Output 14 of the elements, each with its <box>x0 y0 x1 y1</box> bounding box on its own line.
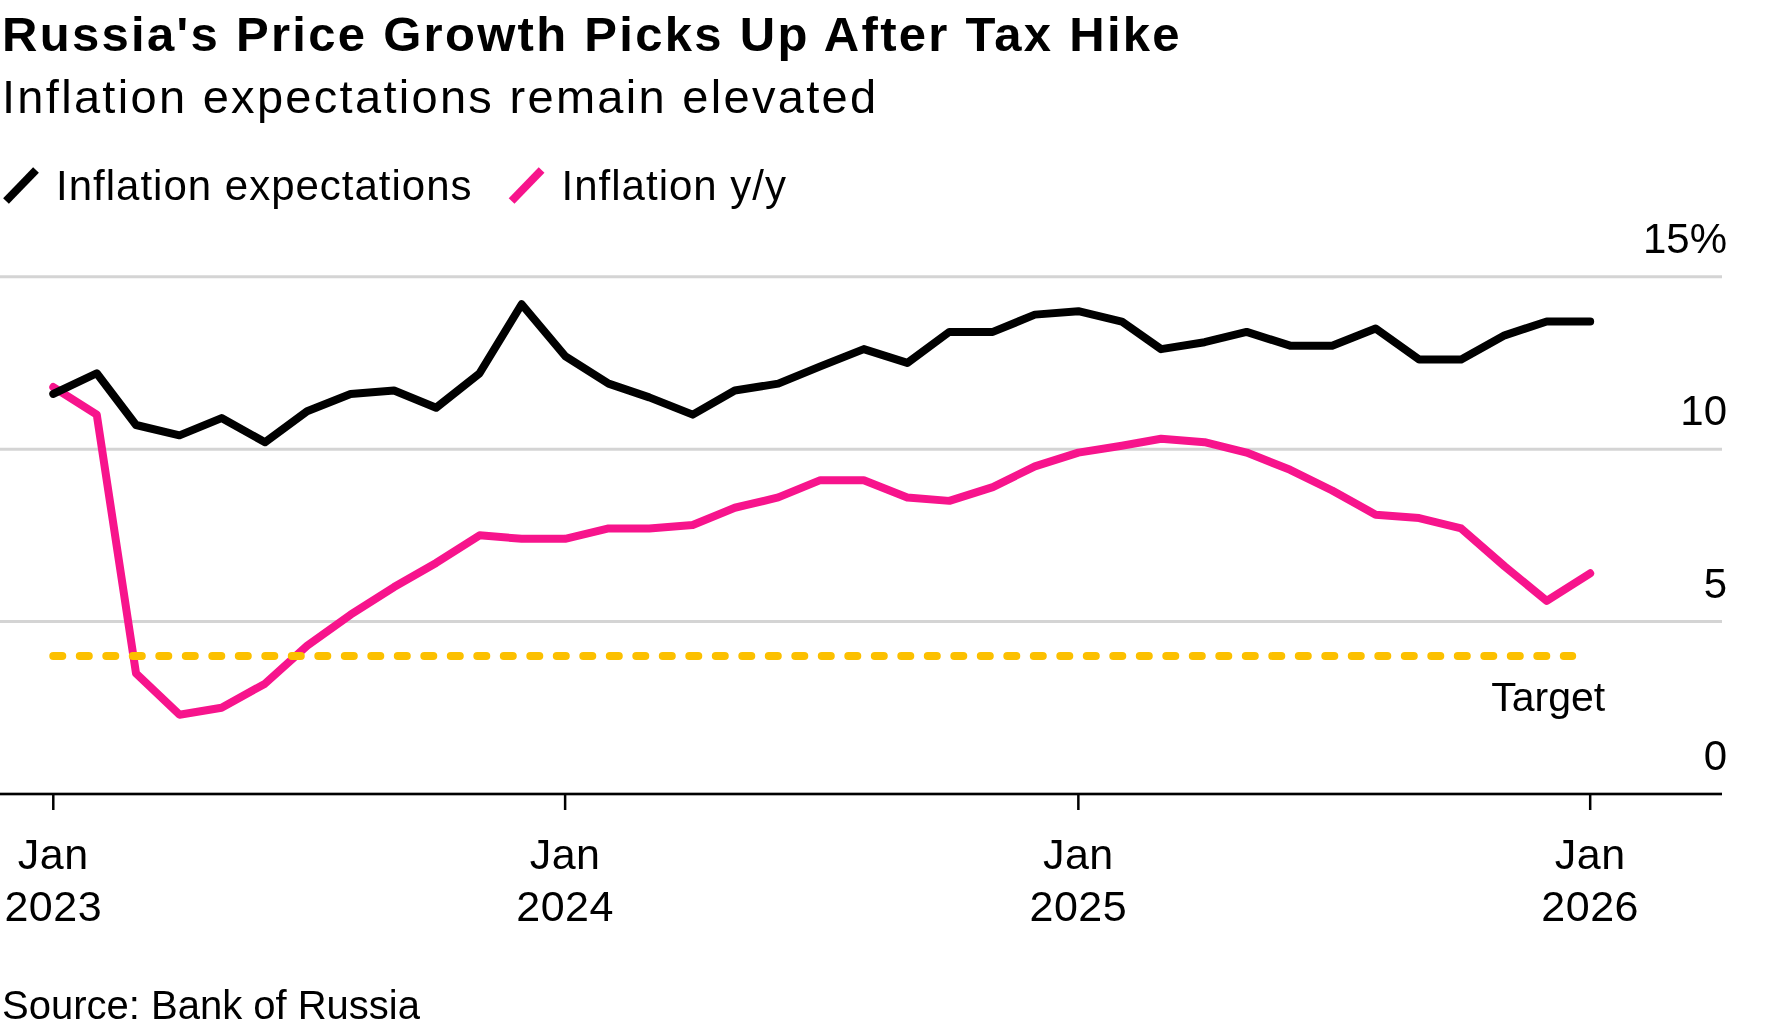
y-tick-label: 15% <box>1642 214 1727 262</box>
legend-label: Inflation expectations <box>56 162 473 209</box>
chart-title: Russia's Price Growth Picks Up After Tax Hike <box>2 7 1182 61</box>
source-note: Source: Bank of Russia <box>2 983 421 1027</box>
y-tick-label: 0 <box>1703 731 1727 779</box>
legend-label: Inflation y/y <box>561 162 788 209</box>
x-tick-label: Jan 2024 <box>516 830 614 930</box>
chart-subtitle: Inflation expectations remain elevated <box>2 70 879 123</box>
y-tick-label: 5 <box>1703 559 1727 607</box>
x-tick-label: Jan 2025 <box>1029 830 1128 930</box>
y-tick-label: 10 <box>1680 386 1727 434</box>
ref-line-label: Target <box>1491 674 1606 721</box>
x-tick-label: Jan 2023 <box>4 830 103 930</box>
x-tick-label: Jan 2026 <box>1541 830 1640 930</box>
